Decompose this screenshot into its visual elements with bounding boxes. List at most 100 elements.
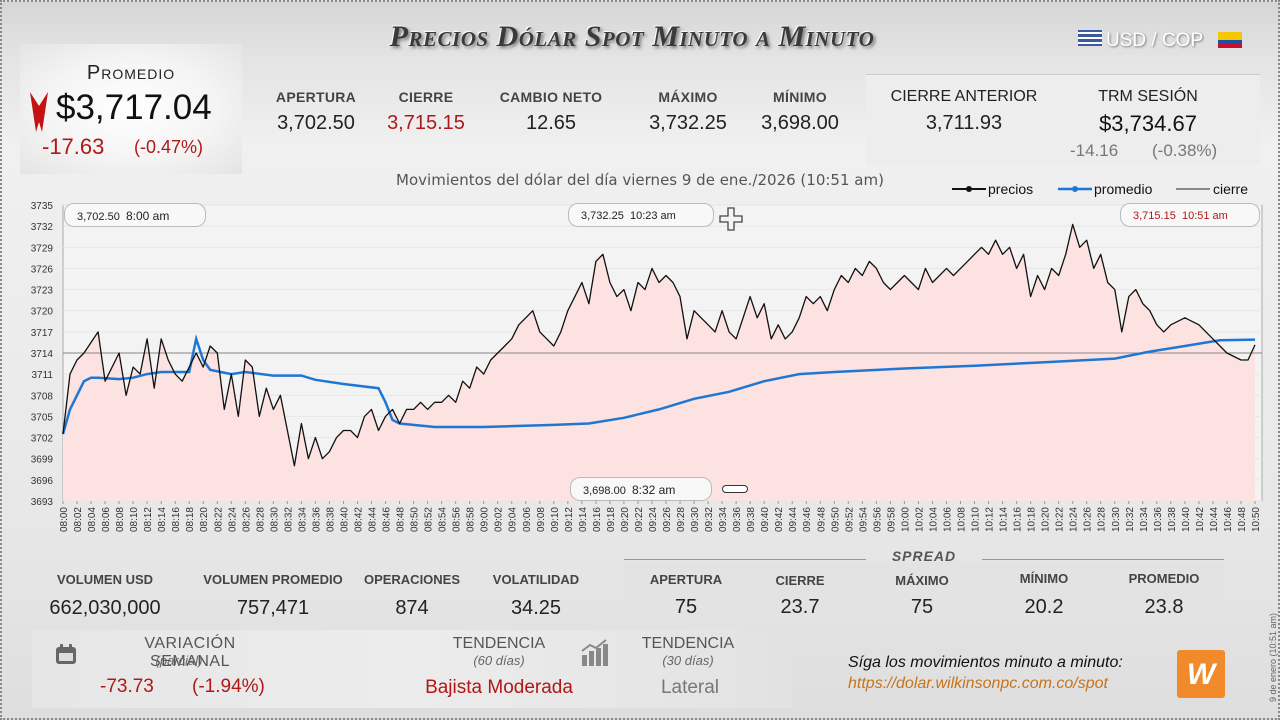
low-bubble-price: 3,698.00 bbox=[583, 485, 626, 497]
volumen-usd-label: VOLUMEN USD bbox=[56, 572, 154, 587]
spread-promedio-value: 23.8 bbox=[1144, 596, 1184, 618]
operaciones-value: 874 bbox=[395, 597, 429, 619]
x-tick-label: 09:42 bbox=[774, 507, 785, 532]
volumen-promedio-value: 757,471 bbox=[236, 597, 310, 619]
spread-promedio-label: PROMEDIO bbox=[1128, 571, 1200, 586]
x-tick-label: 08:32 bbox=[283, 507, 294, 532]
x-tick-label: 10:30 bbox=[1111, 507, 1122, 532]
weekly-pct: (-1.94%) bbox=[192, 676, 265, 697]
x-tick-label: 08:56 bbox=[452, 507, 463, 532]
y-tick-label: 3705 bbox=[31, 412, 54, 423]
x-tick-label: 08:46 bbox=[382, 507, 393, 532]
x-tick-label: 09:28 bbox=[676, 507, 687, 532]
x-tick-label: 10:42 bbox=[1195, 507, 1206, 532]
page-title: Precios Dólar Spot Minuto a Minuto bbox=[389, 20, 875, 53]
crosshair-icon[interactable] bbox=[718, 206, 744, 232]
volumen-usd-value: 662,030,000 bbox=[49, 597, 161, 619]
promedio-change-pct: (-0.47%) bbox=[134, 137, 204, 157]
spread-rule-left bbox=[624, 559, 866, 560]
x-tick-label: 08:10 bbox=[129, 507, 140, 532]
last-bubble: 3,715.15 10:51 am bbox=[1120, 203, 1260, 227]
x-tick-label: 08:50 bbox=[410, 507, 421, 532]
y-tick-label: 3696 bbox=[31, 476, 54, 487]
x-tick-label: 09:14 bbox=[578, 507, 589, 532]
x-tick-label: 08:14 bbox=[157, 507, 168, 532]
x-tick-label: 09:16 bbox=[592, 507, 603, 532]
x-tick-label: 08:38 bbox=[325, 507, 336, 532]
open-bubble-time: 8:00 am bbox=[125, 209, 170, 223]
follow-link[interactable]: https://dolar.wilkinsonpc.com.co/spot bbox=[848, 675, 1108, 692]
x-tick-label: 10:24 bbox=[1069, 507, 1080, 532]
x-tick-label: 09:06 bbox=[522, 507, 533, 532]
x-tick-label: 08:18 bbox=[185, 507, 196, 532]
high-bubble: 3,732.25 10:23 am bbox=[568, 203, 714, 227]
x-tick-label: 09:40 bbox=[760, 507, 771, 532]
spread-panel bbox=[624, 562, 1224, 624]
trm-value: $3,734.67 bbox=[1099, 111, 1197, 136]
x-tick-label: 09:04 bbox=[508, 507, 519, 532]
x-tick-label: 08:22 bbox=[213, 507, 224, 532]
weekly-sub: (parcial) bbox=[155, 653, 203, 668]
cierre-anterior-label: CIERRE ANTERIOR bbox=[890, 88, 1038, 105]
x-tick-label: 08:34 bbox=[297, 507, 308, 532]
x-tick-label: 10:50 bbox=[1251, 507, 1262, 532]
x-tick-label: 10:22 bbox=[1055, 507, 1066, 532]
y-tick-label: 3708 bbox=[31, 391, 54, 402]
x-tick-label: 08:52 bbox=[424, 507, 435, 532]
volumen-promedio-label: VOLUMEN PROMEDIO bbox=[203, 572, 343, 587]
x-tick-label: 08:28 bbox=[255, 507, 266, 532]
price-chart: 3693 3696 3699 3702 3705 3708 3711 3714 3717 3720… bbox=[31, 201, 1263, 532]
y-tick-label: 3699 bbox=[31, 455, 54, 466]
trend30-label: TENDENCIA bbox=[641, 635, 735, 652]
spread-maximo-value: 75 bbox=[910, 596, 934, 618]
last-bubble-time: 10:51 am bbox=[1181, 210, 1228, 222]
x-tick-label: 09:56 bbox=[872, 507, 883, 532]
cierre-value: 3,715.15 bbox=[387, 112, 465, 134]
y-tick-label: 3735 bbox=[31, 201, 54, 212]
x-tick-label: 10:06 bbox=[943, 507, 954, 532]
currency-pair: USD / COP bbox=[1106, 30, 1204, 51]
legend-precios: precios bbox=[988, 181, 1034, 197]
side-date: 9 de enero (10:51 am) bbox=[1268, 612, 1278, 702]
trm-label: TRM SESIÓN bbox=[1098, 88, 1198, 105]
x-tick-label: 10:08 bbox=[957, 507, 968, 532]
cambio-neto-value: 12.65 bbox=[525, 112, 577, 134]
x-tick-label: 08:06 bbox=[101, 507, 112, 532]
minimo-label: MÍNIMO bbox=[773, 89, 827, 105]
wilkinson-logo[interactable]: W bbox=[1177, 650, 1225, 698]
maximo-label: MÁXIMO bbox=[658, 89, 718, 105]
x-tick-label: 09:22 bbox=[634, 507, 645, 532]
x-tick-label: 09:24 bbox=[648, 507, 659, 532]
x-tick-label: 08:12 bbox=[143, 507, 154, 532]
y-tick-label: 3726 bbox=[31, 264, 54, 275]
x-tick-label: 10:44 bbox=[1209, 507, 1220, 532]
legend-precios-swatch bbox=[952, 186, 986, 192]
x-tick-label: 08:26 bbox=[241, 507, 252, 532]
x-tick-label: 10:12 bbox=[985, 507, 996, 532]
y-tick-label: 3717 bbox=[31, 328, 54, 339]
x-tick-label: 09:44 bbox=[788, 507, 799, 532]
x-tick-label: 09:58 bbox=[886, 507, 897, 532]
x-tick-label: 10:16 bbox=[1013, 507, 1024, 532]
scroll-handle[interactable] bbox=[722, 485, 748, 493]
cierre-label: CIERRE bbox=[398, 89, 454, 105]
x-tick-label: 08:42 bbox=[354, 507, 365, 532]
last-bubble-price: 3,715.15 bbox=[1133, 210, 1176, 222]
y-tick-label: 3702 bbox=[31, 434, 54, 445]
x-tick-label: 10:38 bbox=[1167, 507, 1178, 532]
x-tick-label: 10:02 bbox=[914, 507, 925, 532]
x-tick-label: 08:48 bbox=[396, 507, 407, 532]
x-tick-label: 09:52 bbox=[844, 507, 855, 532]
x-tick-label: 09:38 bbox=[746, 507, 757, 532]
x-tick-label: 08:02 bbox=[73, 507, 84, 532]
x-tick-label: 09:26 bbox=[662, 507, 673, 532]
legend-cierre-swatch bbox=[1176, 188, 1210, 190]
x-tick-label: 10:18 bbox=[1027, 507, 1038, 532]
y-tick-label: 3711 bbox=[31, 370, 53, 381]
price-area bbox=[63, 224, 1255, 501]
precios-line bbox=[62, 223, 1256, 467]
x-tick-label: 08:00 bbox=[59, 507, 70, 532]
y-tick-label: 3720 bbox=[31, 307, 54, 318]
x-tick-label: 10:36 bbox=[1153, 507, 1164, 532]
